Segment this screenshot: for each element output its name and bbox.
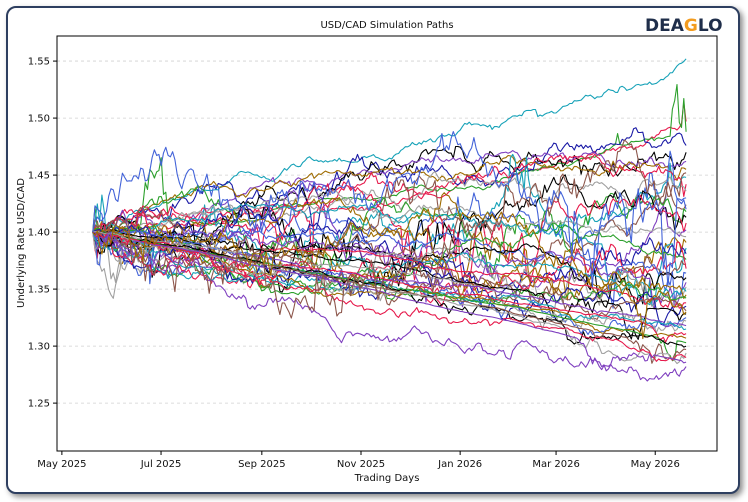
x-axis-label: Trading Days xyxy=(354,473,420,484)
y-axis: 1.25 1.30 1.35 1.40 1.45 1.50 1.55 xyxy=(28,57,57,410)
plot-area-border xyxy=(56,35,718,452)
simulation-path-15 xyxy=(92,179,687,292)
logo: DEAGLO xyxy=(645,16,723,36)
simulation-path-36 xyxy=(92,231,687,334)
simulation-path-45 xyxy=(92,231,687,362)
simulation-path-50 xyxy=(92,131,687,288)
y-tick-label: 1.45 xyxy=(28,171,50,182)
x-tick-label: May 2026 xyxy=(631,459,680,470)
simulation-path-35 xyxy=(92,230,687,336)
simulation-path-41 xyxy=(92,231,687,362)
simulation-path-24 xyxy=(92,225,687,309)
simulation-path-48 xyxy=(92,139,687,319)
simulation-path-1 xyxy=(92,58,687,233)
simulation-path-13 xyxy=(92,184,687,279)
y-tick-label: 1.50 xyxy=(28,114,50,125)
y-axis-label: Underlying Rate USD/CAD xyxy=(16,178,27,308)
simulation-path-14 xyxy=(92,174,687,289)
x-tick-label: Sep 2025 xyxy=(238,459,285,470)
simulation-path-47 xyxy=(92,230,687,382)
y-tick-label: 1.40 xyxy=(28,228,50,239)
simulation-path-43 xyxy=(92,231,687,364)
logo-text: DEAGLO xyxy=(645,16,723,36)
simulation-path-2 xyxy=(92,101,687,235)
x-axis: May 2025 Jul 2025 Sep 2025 Nov 2025 Jan 2026… xyxy=(37,451,680,470)
simulation-path-11 xyxy=(92,150,687,278)
x-tick-label: May 2025 xyxy=(37,459,86,470)
y-tick-label: 1.30 xyxy=(28,342,50,353)
y-tick-label: 1.35 xyxy=(28,285,50,296)
y-tick-label: 1.55 xyxy=(28,57,50,68)
simulation-path-7 xyxy=(92,154,687,265)
simulation-path-27 xyxy=(92,231,687,317)
simulation-path-12 xyxy=(92,175,687,267)
simulation-path-4 xyxy=(92,127,687,236)
y-tick-label: 1.25 xyxy=(28,399,50,410)
x-tick-label: Jul 2025 xyxy=(140,459,182,470)
x-tick-label: Mar 2026 xyxy=(532,459,580,470)
simulation-path-31 xyxy=(92,231,687,309)
x-tick-label: Nov 2025 xyxy=(337,459,385,470)
chart-title: USD/CAD Simulation Paths xyxy=(320,20,453,31)
simulation-path-19 xyxy=(92,203,687,307)
simulation-paths xyxy=(92,58,687,382)
simulation-path-9 xyxy=(92,153,687,270)
x-tick-label: Jan 2026 xyxy=(437,459,482,470)
simulation-path-49 xyxy=(92,192,687,340)
simulation-path-42 xyxy=(92,231,687,348)
simulation-path-46 xyxy=(92,231,687,371)
